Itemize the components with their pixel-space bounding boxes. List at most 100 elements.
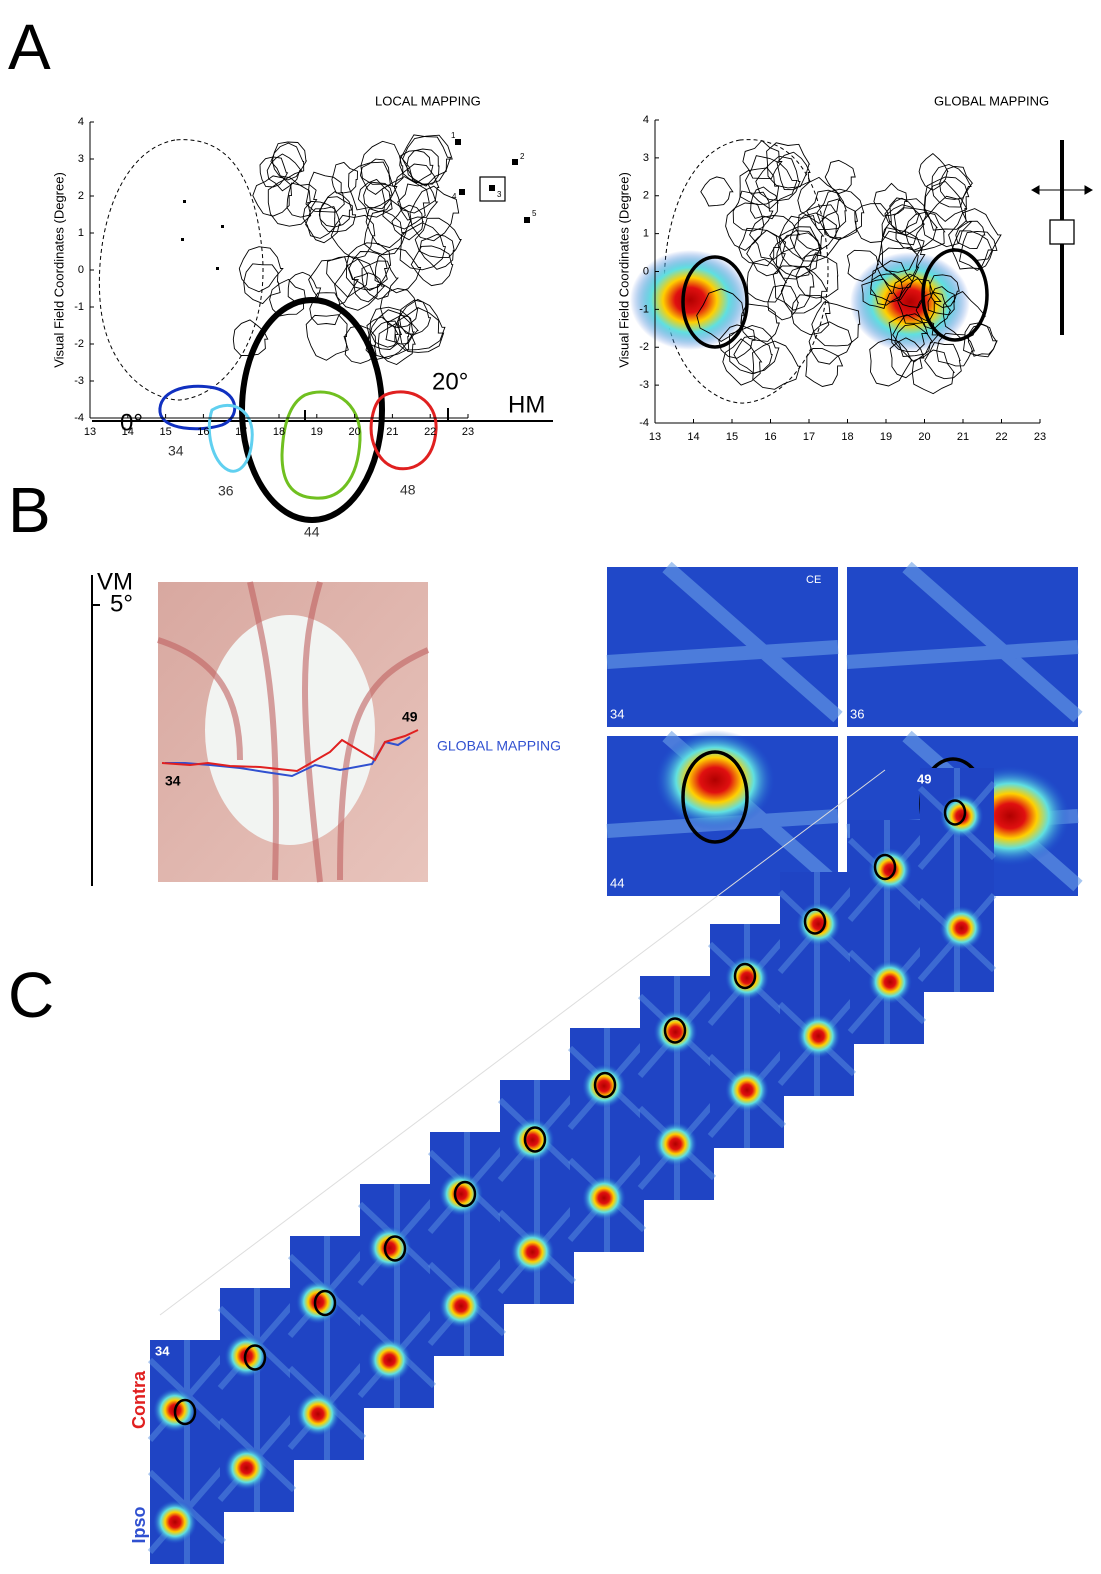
stimulus-icon: 1 2 3 4 5	[451, 131, 537, 223]
x-tick-label: 16	[197, 426, 209, 438]
rf-label: 36	[218, 483, 234, 499]
y-tick-label: -3	[74, 375, 84, 387]
hotspot	[296, 1280, 340, 1324]
x-tick-label: 16	[764, 431, 776, 443]
x-tick-label: 20	[348, 426, 360, 438]
hotspot	[582, 1064, 626, 1108]
hotspot	[511, 1230, 555, 1274]
y-tick-label: 2	[643, 190, 649, 202]
rf-contour	[272, 142, 306, 180]
rf-contour	[403, 135, 453, 186]
hotspot	[153, 1500, 197, 1544]
rf-outline	[282, 392, 360, 498]
hotspot	[439, 1172, 483, 1216]
y-tick-label: -1	[639, 303, 649, 315]
heatmap-tiles	[150, 768, 994, 1564]
fundus-label: 34	[165, 773, 181, 789]
y-tick-label: -1	[74, 301, 84, 313]
hotspot	[797, 902, 841, 946]
rf-contour	[270, 279, 306, 316]
rf-contour	[401, 135, 450, 185]
rf-contour	[809, 322, 852, 364]
row-label: Ipso	[129, 1506, 149, 1543]
map-label: 44	[610, 875, 624, 890]
rf-contour	[367, 317, 398, 350]
x-tick-label: 19	[311, 426, 323, 438]
x-tick-label: 15	[726, 431, 738, 443]
rf-contour	[335, 259, 381, 310]
x-tick-label: 23	[1034, 431, 1046, 443]
y-tick-label: -2	[74, 338, 84, 350]
y-tick-label: 0	[78, 264, 84, 276]
hotspot	[225, 1334, 269, 1378]
panel-title: GLOBAL MAPPING	[934, 93, 1049, 108]
y-tick-label: -2	[639, 341, 649, 353]
rf-contour	[701, 177, 733, 206]
rf-contour	[364, 182, 393, 211]
stimulus-icon	[1032, 140, 1092, 335]
map-label: 34	[610, 706, 624, 721]
y-tick-label: 1	[78, 227, 84, 239]
panel-title: LOCAL MAPPING	[375, 93, 481, 108]
map-label: 36	[850, 706, 864, 721]
x-tick-label: 17	[235, 426, 247, 438]
rf-contour	[420, 235, 454, 270]
rf-contour	[253, 176, 292, 216]
rf-contour	[767, 143, 810, 188]
rf-label: 44	[304, 524, 320, 540]
icon-label: 3	[497, 190, 502, 199]
dots	[181, 200, 224, 270]
figure: A LOCAL MAPPING GLOBAL MAPPING Visual Fi…	[0, 0, 1101, 1574]
rf-contour	[244, 264, 280, 304]
tile-label: 49	[917, 771, 931, 786]
x-tick-label: 13	[649, 431, 661, 443]
y-axis-label: Visual Field Coordinates (Degree)	[616, 172, 631, 368]
rf-contour	[825, 160, 855, 193]
rf-label: 48	[400, 482, 416, 498]
hotspot	[725, 1068, 769, 1112]
hotspot	[940, 906, 984, 950]
icon-label: 2	[520, 152, 525, 161]
y-tick-label: -4	[639, 417, 649, 429]
rf-contour	[332, 162, 358, 193]
x-tick-label: 22	[424, 426, 436, 438]
panel-label: A	[8, 11, 51, 83]
rf-contour	[751, 187, 778, 219]
rf-contour	[747, 230, 786, 275]
hotspot	[654, 1122, 698, 1166]
x-tick-label: 13	[84, 426, 96, 438]
fundus-image: 34 49	[158, 582, 428, 882]
x-tick-label: 19	[880, 431, 892, 443]
y-axis-label: Visual Field Coordinates (Degree)	[51, 172, 66, 368]
hotspot	[582, 1176, 626, 1220]
hotspot	[296, 1392, 340, 1436]
rf-contour	[398, 184, 438, 220]
hotspot	[725, 956, 769, 1000]
tile-label: 34	[155, 1343, 170, 1358]
rf-contour	[919, 154, 948, 191]
y-tick-label: 4	[78, 116, 84, 128]
icon-label: 1	[451, 131, 456, 140]
hotspot	[655, 730, 775, 830]
rf-contour	[354, 273, 385, 302]
hotspot	[868, 960, 912, 1004]
x-tick-label: 18	[273, 426, 285, 438]
fundus-label: 49	[402, 709, 418, 725]
rf-contour	[940, 166, 973, 199]
rf-contour	[394, 164, 438, 213]
x-tick-label: 20	[918, 431, 930, 443]
hotspot	[368, 1338, 412, 1382]
map-tag: CE	[806, 574, 821, 586]
rf-contour	[726, 203, 764, 250]
x-tick-label: 15	[159, 426, 171, 438]
y-tick-label: 3	[643, 152, 649, 164]
y-tick-label: 1	[643, 228, 649, 240]
rf-outline	[160, 386, 235, 428]
rf-contour	[331, 215, 375, 258]
hotspot	[511, 1118, 555, 1162]
rf-contour	[306, 315, 348, 361]
row-label: Contra	[129, 1370, 149, 1429]
x-tick-label: 22	[995, 431, 1007, 443]
rf-contour	[723, 339, 762, 385]
x-tick-label: 23	[462, 426, 474, 438]
